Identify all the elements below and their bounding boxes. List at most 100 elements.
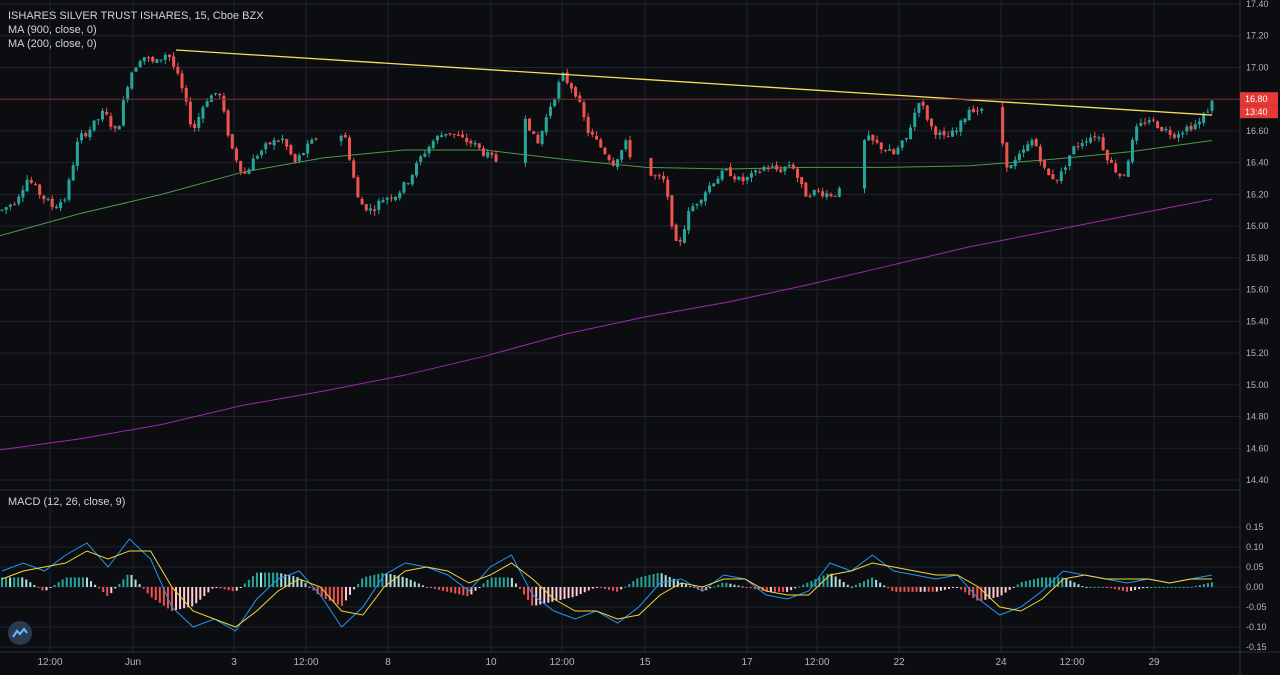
candle-body	[21, 190, 25, 198]
macd-histogram-bar	[563, 587, 566, 600]
macd-histogram-bar	[5, 577, 8, 587]
candle-body	[494, 154, 498, 162]
overlays	[0, 49, 1240, 116]
candle-body	[888, 149, 892, 151]
macd-histogram-bar	[931, 587, 934, 592]
tradingview-logo-icon[interactable]	[8, 621, 32, 645]
candle-body	[381, 200, 385, 203]
candle-body	[955, 130, 959, 133]
macd-histogram-bar	[1178, 587, 1181, 588]
macd-histogram-bar	[65, 577, 68, 587]
candle-body	[1076, 146, 1080, 148]
macd-histogram-bar	[25, 579, 28, 587]
ma900-line	[0, 198, 1213, 451]
macd-histogram-bar	[243, 583, 246, 587]
macd-histogram-bar	[535, 587, 538, 606]
macd-histogram-bar	[616, 587, 619, 592]
macd-histogram-bar	[425, 587, 428, 588]
candle-body	[113, 126, 117, 129]
macd-histogram-bar	[498, 577, 501, 587]
candle-body	[909, 127, 913, 140]
macd-histogram-bar	[405, 578, 408, 587]
candle-body	[787, 165, 791, 167]
macd-histogram-bar	[1000, 587, 1003, 596]
candle-body	[1197, 121, 1201, 125]
macd-histogram-bar	[288, 575, 291, 587]
candle-body	[1055, 179, 1059, 181]
macd-histogram-bar	[1138, 587, 1141, 590]
macd-histogram-bar	[21, 577, 24, 587]
macd-histogram-bar	[846, 584, 849, 587]
macd-histogram-bar	[672, 578, 675, 587]
candle-body	[934, 126, 938, 135]
macd-histogram-bar	[818, 577, 821, 587]
candle-body	[879, 142, 883, 150]
candle-body	[779, 169, 783, 172]
macd-histogram-bar	[939, 587, 942, 591]
macd-histogram-bar	[1061, 577, 1064, 587]
macd-histogram-bar	[1057, 577, 1060, 587]
candle-body	[1118, 173, 1122, 177]
macd-histogram-bar	[134, 579, 137, 587]
signal-line	[1, 550, 1212, 628]
candle-body	[1063, 167, 1067, 170]
candle-body	[682, 229, 686, 243]
macd-histogram-bar	[838, 579, 841, 587]
time-axis[interactable]: 12:00 Jun 3 12:00 8 10 12:00 15 17 12:00 22 24 12:00…	[37, 657, 1160, 668]
candle-body	[360, 198, 364, 205]
macd-histogram-bar	[389, 574, 392, 587]
macd-histogram-bar	[369, 575, 372, 587]
macd-histogram-bar	[1045, 577, 1048, 587]
macd-histogram-bar	[1150, 587, 1153, 588]
macd-histogram-bar	[1097, 587, 1100, 588]
candle-body	[96, 119, 100, 121]
macd-histogram-bar	[1182, 587, 1185, 588]
candle-body	[624, 140, 628, 150]
macd-histogram-bar	[215, 587, 218, 588]
candle-body	[423, 153, 427, 157]
macd-histogram-bar	[952, 587, 955, 588]
candle-body	[163, 54, 167, 60]
macd-histogram-bar	[482, 583, 485, 587]
price-tick-label: 16.20	[1246, 189, 1269, 199]
time-tick-label: 15	[639, 657, 651, 668]
candle-body	[1047, 168, 1051, 176]
candle-body	[444, 133, 448, 136]
macd-histogram-bar	[1073, 582, 1076, 587]
symbol-title[interactable]: ISHARES SILVER TRUST ISHARES, 15, Cboe B…	[8, 10, 264, 22]
macd-histogram-bar	[777, 587, 780, 592]
macd-histogram-bar	[850, 586, 853, 588]
macd-histogram-bar	[624, 586, 627, 588]
time-tick-label: Jun	[125, 657, 141, 668]
macd-histogram-bar	[110, 587, 113, 594]
candle-body	[565, 72, 569, 84]
candle-body	[247, 169, 251, 174]
candle-body	[875, 139, 879, 143]
macd-histogram-bar	[1041, 577, 1044, 587]
macd-histogram-bar	[462, 587, 465, 596]
candle-body	[1105, 150, 1109, 161]
macd-histogram-bar	[13, 577, 16, 587]
price-tick-label: 14.60	[1246, 443, 1269, 453]
macd-histogram-bar	[802, 584, 805, 587]
candle-body	[691, 206, 695, 212]
macd-histogram-bar	[1085, 587, 1088, 588]
time-tick-label: 24	[995, 657, 1007, 668]
ma900-legend[interactable]: MA (900, close, 0)	[8, 24, 97, 36]
candle-body	[1051, 174, 1055, 180]
macd-tick-label: -0.15	[1246, 642, 1267, 652]
candle-body	[1135, 126, 1139, 141]
candle-body	[419, 156, 423, 162]
price-tick-label: 16.40	[1246, 158, 1269, 168]
candle-body	[473, 142, 477, 145]
macd-histogram-bar	[255, 572, 258, 587]
macd-histogram-bar	[438, 587, 441, 590]
ma200-legend[interactable]: MA (200, close, 0)	[8, 38, 97, 50]
macd-histogram-bar	[842, 581, 845, 587]
macd-histogram-bar	[179, 587, 182, 610]
macd-histogram-bar	[17, 577, 20, 587]
macd-histogram-bar	[490, 577, 493, 587]
macd-legend-label[interactable]: MACD (12, 26, close, 9)	[8, 496, 126, 508]
candle-body	[126, 87, 130, 101]
